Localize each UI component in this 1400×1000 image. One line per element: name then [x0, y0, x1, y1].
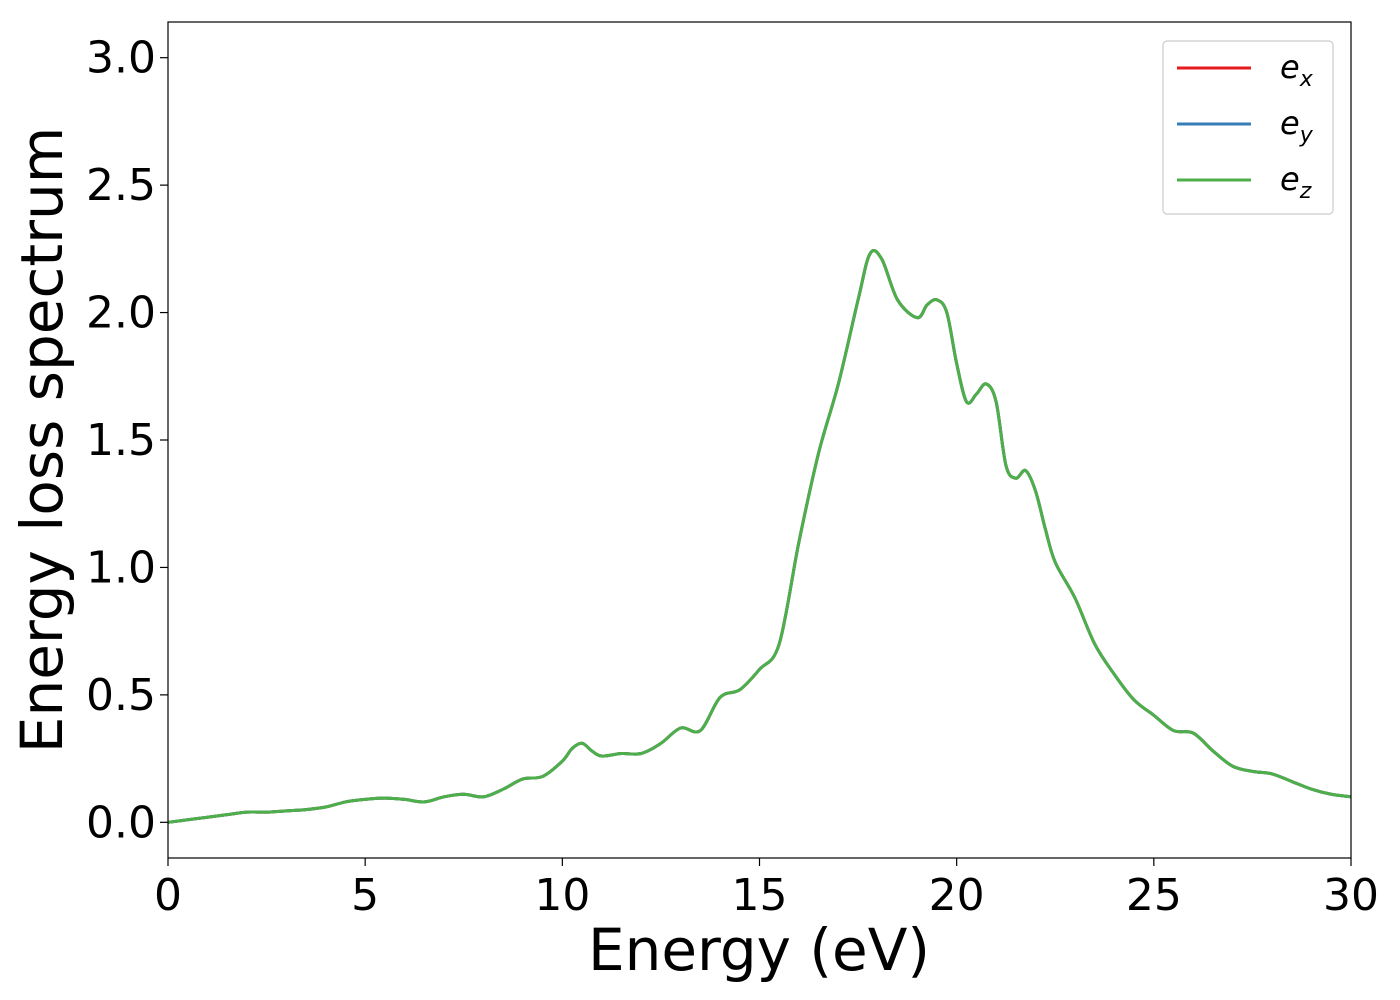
y-tick-label: 2.5 — [86, 160, 156, 211]
x-axis-label: Energy (eV) — [588, 916, 930, 984]
y-tick-label: 1.0 — [86, 542, 156, 593]
y-tick-label: 0.0 — [86, 797, 156, 848]
plot-frame — [167, 21, 1352, 859]
x-tick-label: 30 — [1323, 870, 1379, 921]
legend-frame — [1162, 40, 1334, 215]
x-tick-label: 5 — [351, 870, 379, 921]
plot-background — [168, 22, 1351, 858]
y-tick-label: 2.0 — [86, 288, 156, 339]
y-tick-label: 0.5 — [86, 670, 156, 721]
y-tick-label: 3.0 — [86, 33, 156, 84]
y-axis-ticks: 0.0 0.5 1.0 1.5 2.0 2.5 3.0 — [86, 33, 168, 848]
y-axis-label: Energy loss spectrum — [8, 127, 76, 753]
x-tick-label: 20 — [929, 870, 985, 921]
series-line-ez — [167, 249, 1352, 824]
x-tick-label: 0 — [154, 870, 182, 921]
x-tick-label: 15 — [732, 870, 788, 921]
x-axis-ticks: 0 5 10 15 20 25 30 — [154, 858, 1379, 921]
series-layer — [167, 249, 1352, 824]
x-tick-label: 10 — [534, 870, 590, 921]
x-tick-label: 25 — [1126, 870, 1182, 921]
y-tick-label: 1.5 — [86, 415, 156, 466]
